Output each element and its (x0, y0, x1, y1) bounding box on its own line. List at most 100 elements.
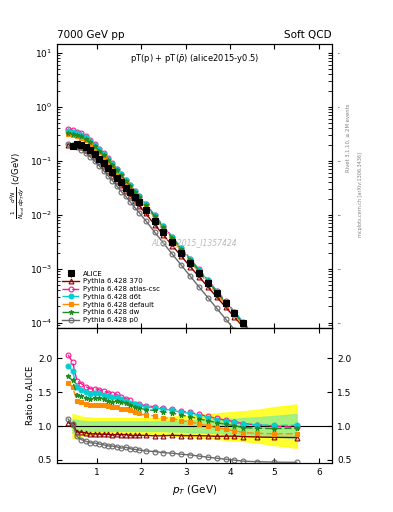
Pythia 6.428 p0 (170, 251, 175, 258)
Pythia 6.428 d6t (114, 166, 119, 173)
Pythia 6.428 dw (152, 213, 157, 219)
Pythia 6.428 p0 (106, 173, 110, 179)
Pythia 6.428 default (206, 280, 210, 286)
X-axis label: $p_T$ (GeV): $p_T$ (GeV) (172, 483, 217, 497)
Pythia 6.428 dw (206, 279, 210, 285)
Pythia 6.428 d6t (214, 288, 219, 294)
Pythia 6.428 atlas-csc (79, 130, 84, 136)
Pythia 6.428 atlas-csc (196, 266, 201, 272)
Pythia 6.428 p0 (110, 178, 115, 184)
Pythia 6.428 370 (75, 142, 79, 148)
Pythia 6.428 dw (83, 136, 88, 142)
Pythia 6.428 370 (110, 173, 115, 179)
Text: mcplots.cern.ch [arXiv:1306.3436]: mcplots.cern.ch [arXiv:1306.3436] (358, 152, 363, 237)
Pythia 6.428 atlas-csc (223, 298, 228, 305)
Pythia 6.428 default (79, 135, 84, 141)
Pythia 6.428 default (119, 174, 124, 180)
Line: Pythia 6.428 p0: Pythia 6.428 p0 (66, 141, 299, 408)
Pythia 6.428 p0 (206, 294, 210, 301)
Pythia 6.428 p0 (132, 204, 137, 210)
Pythia 6.428 370 (179, 253, 184, 259)
Pythia 6.428 p0 (254, 353, 259, 359)
Pythia 6.428 atlas-csc (214, 288, 219, 294)
Text: Soft QCD: Soft QCD (285, 30, 332, 40)
Pythia 6.428 dw (170, 235, 175, 241)
Pythia 6.428 atlas-csc (110, 160, 115, 166)
Pythia 6.428 default (128, 184, 132, 190)
Pythia 6.428 370 (196, 273, 201, 280)
Pythia 6.428 default (241, 323, 246, 329)
Pythia 6.428 dw (119, 172, 124, 178)
Pythia 6.428 d6t (132, 188, 137, 194)
Pythia 6.428 atlas-csc (128, 182, 132, 188)
Y-axis label: $\frac{1}{N_{inel}}\frac{d^2N}{dp_{T}dy}$ (c/GeV): $\frac{1}{N_{inel}}\frac{d^2N}{dp_{T}dy}… (9, 153, 27, 219)
Pythia 6.428 dw (179, 246, 184, 252)
Pythia 6.428 d6t (70, 129, 75, 135)
Pythia 6.428 d6t (97, 146, 101, 153)
Pythia 6.428 d6t (232, 309, 237, 315)
Pythia 6.428 370 (170, 243, 175, 249)
Pythia 6.428 p0 (137, 209, 141, 216)
Pythia 6.428 p0 (123, 194, 128, 200)
Pythia 6.428 370 (128, 193, 132, 199)
Pythia 6.428 p0 (223, 316, 228, 322)
Pythia 6.428 d6t (92, 142, 97, 148)
Pythia 6.428 dw (88, 139, 93, 145)
Pythia 6.428 atlas-csc (66, 126, 70, 132)
Pythia 6.428 d6t (223, 298, 228, 305)
Pythia 6.428 atlas-csc (161, 223, 166, 229)
Pythia 6.428 d6t (83, 134, 88, 140)
Pythia 6.428 default (114, 168, 119, 175)
Pythia 6.428 p0 (179, 262, 184, 268)
Pythia 6.428 d6t (152, 212, 157, 219)
Pythia 6.428 p0 (196, 284, 201, 290)
Pythia 6.428 370 (223, 304, 228, 310)
Pythia 6.428 dw (161, 224, 166, 230)
Pythia 6.428 d6t (110, 161, 115, 167)
Pythia 6.428 370 (294, 388, 299, 394)
Pythia 6.428 dw (106, 157, 110, 163)
Pythia 6.428 370 (106, 167, 110, 174)
Pythia 6.428 atlas-csc (123, 177, 128, 183)
Pythia 6.428 p0 (232, 327, 237, 333)
Pythia 6.428 d6t (101, 151, 106, 157)
Pythia 6.428 default (92, 145, 97, 151)
Pythia 6.428 d6t (106, 156, 110, 162)
Pythia 6.428 370 (83, 146, 88, 153)
Pythia 6.428 d6t (254, 335, 259, 341)
Pythia 6.428 d6t (179, 245, 184, 251)
Pythia 6.428 p0 (143, 218, 148, 224)
Pythia 6.428 dw (75, 132, 79, 138)
Pythia 6.428 atlas-csc (106, 155, 110, 161)
Pythia 6.428 p0 (272, 376, 277, 382)
Text: 7000 GeV pp: 7000 GeV pp (57, 30, 125, 40)
Pythia 6.428 370 (97, 159, 101, 165)
Pythia 6.428 dw (196, 268, 201, 274)
Pythia 6.428 atlas-csc (179, 245, 184, 251)
Pythia 6.428 d6t (79, 132, 84, 138)
Pythia 6.428 d6t (119, 172, 124, 178)
Pythia 6.428 dw (114, 167, 119, 174)
Pythia 6.428 370 (119, 182, 124, 188)
Pythia 6.428 370 (132, 198, 137, 204)
Pythia 6.428 dw (254, 336, 259, 343)
Pythia 6.428 default (170, 237, 175, 243)
Pythia 6.428 default (123, 179, 128, 185)
Pythia 6.428 atlas-csc (114, 165, 119, 172)
Pythia 6.428 atlas-csc (272, 358, 277, 365)
Pythia 6.428 370 (214, 294, 219, 300)
Pythia 6.428 default (97, 149, 101, 155)
Pythia 6.428 atlas-csc (92, 141, 97, 147)
Pythia 6.428 dw (272, 359, 277, 365)
Pythia 6.428 d6t (196, 267, 201, 273)
Pythia 6.428 370 (66, 142, 70, 148)
Pythia 6.428 p0 (294, 402, 299, 408)
Pythia 6.428 atlas-csc (75, 129, 79, 135)
Pythia 6.428 dw (188, 257, 193, 263)
Pythia 6.428 p0 (188, 273, 193, 279)
Pythia 6.428 atlas-csc (119, 171, 124, 177)
Pythia 6.428 atlas-csc (101, 151, 106, 157)
Line: Pythia 6.428 d6t: Pythia 6.428 d6t (66, 129, 299, 389)
Pythia 6.428 d6t (170, 234, 175, 240)
Pythia 6.428 atlas-csc (143, 201, 148, 207)
